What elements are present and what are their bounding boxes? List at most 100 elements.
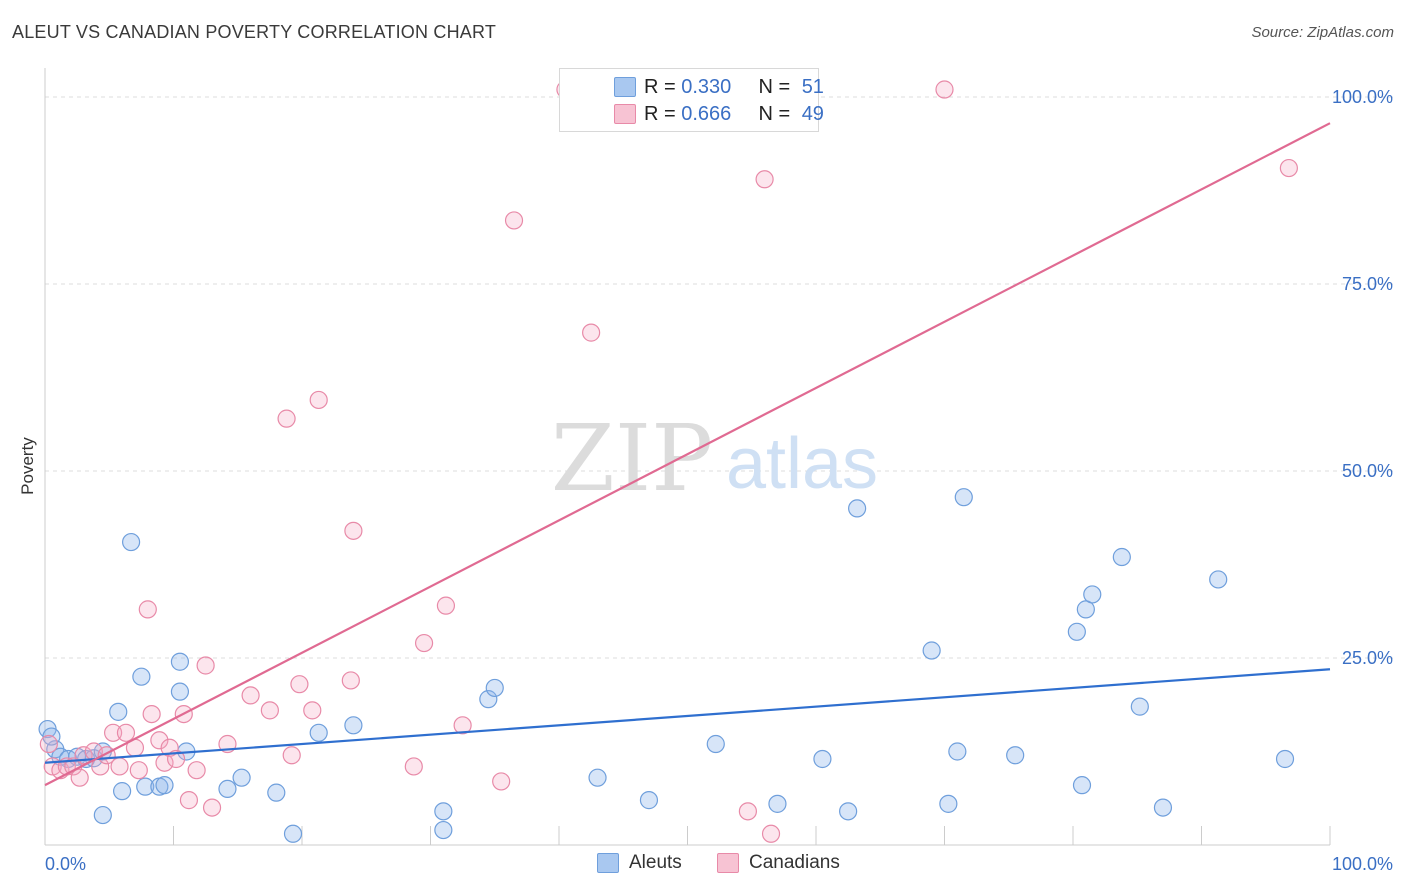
aleut-point (1153, 798, 1173, 817)
canadian-point (290, 675, 309, 694)
canadian-point (761, 824, 781, 843)
axes (44, 68, 1331, 846)
legend-label-aleuts: Aleuts (629, 852, 682, 873)
canadian-point (436, 596, 456, 615)
aleut-point (309, 723, 328, 742)
aleut-point (768, 794, 787, 813)
aleut-point (813, 749, 832, 769)
legend-item-aleuts: Aleuts (597, 852, 682, 874)
trend-lines (44, 122, 1331, 787)
aleut-point (1067, 622, 1086, 641)
series-aleuts (38, 488, 1295, 843)
legend-n-value: 49 (801, 102, 824, 125)
aleut-point (1130, 697, 1149, 716)
legend-n-label: N = (758, 102, 791, 125)
aleut-point (344, 716, 363, 735)
aleut-point (434, 802, 453, 821)
aleut-point (136, 777, 155, 796)
chart-title: ALEUT VS CANADIAN POVERTY CORRELATION CH… (12, 22, 497, 42)
aleut-point (1275, 749, 1295, 769)
y-tick-label: 25.0% (1342, 648, 1393, 668)
canadian-point (138, 600, 157, 619)
aleut-point (132, 667, 151, 686)
canadian-point (260, 701, 279, 720)
watermark-zip: ZIP (551, 405, 713, 512)
y-tick-label: 75.0% (1342, 274, 1393, 294)
canadian-point (129, 761, 148, 780)
canadian-point (1279, 158, 1298, 178)
canadian-point (116, 723, 136, 742)
series-legend: Aleuts Canadians (0, 852, 1406, 876)
aleut-point (267, 783, 286, 802)
canadian-point (755, 170, 774, 189)
aleut-point (479, 690, 498, 709)
x-tick-label: 0.0% (45, 854, 86, 874)
aleut-point (922, 641, 941, 660)
canadian-point (202, 798, 222, 817)
aleut-point (485, 678, 504, 698)
legend-item-canadians: Canadians (717, 852, 840, 874)
aleut-point (42, 727, 61, 746)
aleut-point (170, 682, 190, 701)
aleut-point (1006, 746, 1025, 765)
aleut-point (588, 768, 607, 787)
canadian-point (453, 716, 472, 735)
aleut-point (639, 791, 659, 810)
series-canadians (39, 80, 1298, 843)
aleut-point (283, 824, 303, 843)
y-tick-label: 50.0% (1342, 461, 1393, 481)
canadian-point (344, 521, 363, 540)
legend-r-value: 0.330 (681, 75, 732, 98)
legend-label-canadians: Canadians (749, 852, 840, 873)
aleut-point (1209, 570, 1228, 589)
watermark-atlas: atlas (726, 424, 878, 504)
canadian-point (404, 757, 423, 776)
aleut-point (93, 805, 112, 825)
canadian-point (70, 768, 89, 787)
canadian-point (179, 791, 199, 810)
legend-swatch-aleuts (614, 77, 636, 97)
aleut-point (121, 532, 141, 552)
aleut-point (1076, 600, 1095, 619)
canadian-point (110, 757, 129, 776)
aleut-point (170, 652, 190, 671)
legend-n-value: 51 (801, 75, 824, 98)
aleut-point (939, 794, 958, 813)
canadian-point (39, 734, 58, 754)
legend-r-label: R = (644, 102, 676, 125)
canadian-point (187, 761, 206, 780)
canadian-point (341, 671, 360, 690)
canadian-point (504, 211, 524, 230)
legend-n-label: N = (758, 75, 791, 98)
legend-r-label: R = (644, 75, 676, 98)
watermark: ZIP atlas (551, 405, 878, 512)
source-label: Source: ZipAtlas.com (1251, 24, 1394, 41)
canadian-point (492, 772, 511, 791)
canadian-point (196, 656, 215, 675)
aleut-trend-line (44, 668, 1331, 764)
aleut-point (1072, 776, 1092, 795)
aleut-point (948, 742, 967, 761)
canadian-point (935, 80, 954, 99)
canadian-point (277, 409, 296, 428)
aleut-point (706, 734, 725, 754)
x-tick-label: 100.0% (1332, 854, 1393, 874)
canadian-point (282, 746, 301, 765)
canadian-point (414, 633, 434, 653)
legend-r-value: 0.666 (681, 102, 732, 125)
tick-labels: 25.0% 50.0% 75.0% 100.0% 0.0% 100.0% (45, 87, 1393, 874)
canadian-point (241, 686, 260, 705)
canadian-trend-line (44, 122, 1331, 787)
aleut-point (954, 488, 973, 507)
canadian-point (166, 749, 186, 769)
correlation-legend: R = 0.330 N = 51 R = 0.666 N = 49 (559, 68, 824, 132)
y-axis-label: Poverty (18, 437, 37, 495)
aleut-point (434, 820, 453, 840)
legend-swatch-canadians (717, 853, 739, 873)
aleut-point (112, 782, 132, 801)
canadian-point (104, 723, 123, 742)
grid-lines (45, 96, 1393, 659)
aleut-point (218, 779, 237, 799)
canadian-point (142, 704, 161, 724)
